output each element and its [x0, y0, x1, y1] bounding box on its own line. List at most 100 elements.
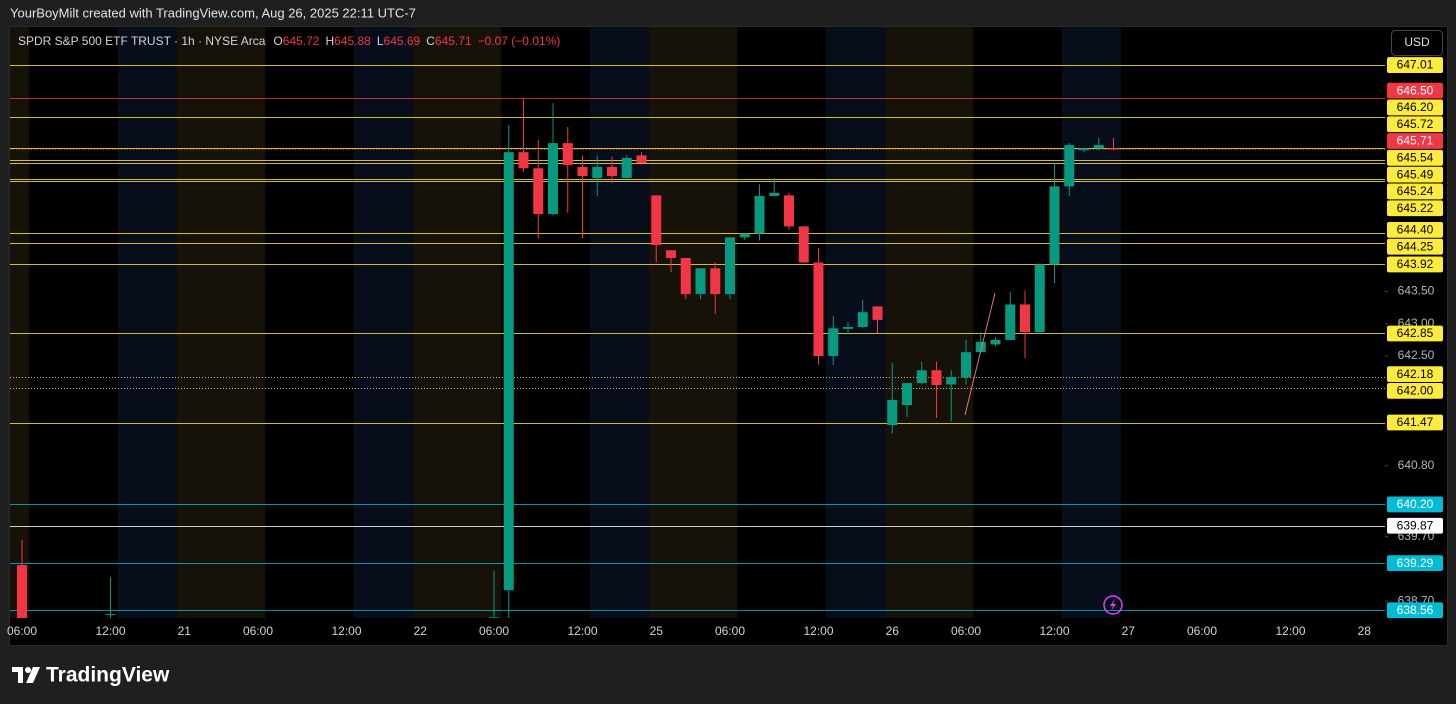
legend-close: 645.71: [435, 34, 472, 48]
candle-body: [1093, 145, 1104, 149]
x-tick-label: 06:00: [243, 624, 273, 638]
level-label-box: [1387, 383, 1443, 399]
alert-circle[interactable]: [1103, 595, 1123, 615]
candle-body: [1005, 304, 1016, 340]
x-tick-label: 06:00: [1187, 624, 1217, 638]
candle-body: [577, 167, 588, 177]
level-label-box: [1387, 99, 1443, 116]
legend-high: 645.88: [334, 34, 371, 48]
x-tick-label: 25: [650, 624, 664, 638]
candle-body: [975, 341, 986, 353]
candle-body: [666, 250, 676, 258]
x-tick-label: 26: [886, 624, 900, 638]
candle-body: [828, 328, 839, 357]
candle-body: [680, 257, 691, 295]
x-tick-label: 27: [1122, 624, 1136, 638]
afterhours-band: [825, 27, 885, 618]
candle-body: [105, 614, 116, 616]
level-label: 645.54: [1397, 150, 1434, 164]
level-lines: [10, 65, 1385, 611]
candle-body: [725, 237, 735, 295]
afterhours-band: [353, 27, 413, 618]
level-label-box: [1387, 366, 1443, 383]
y-tick-label: 640.80: [1398, 458, 1435, 472]
x-tick-label: 06:00: [479, 624, 509, 638]
level-label: 644.40: [1397, 223, 1434, 237]
level-label-box: [1387, 602, 1443, 619]
x-tick-label: 06:00: [7, 624, 37, 638]
candle-body: [843, 327, 853, 329]
alert-bolt[interactable]: [1110, 599, 1116, 611]
level-label-box: [1387, 133, 1443, 149]
candle-body: [754, 196, 765, 234]
level-label: 639.29: [1397, 556, 1434, 570]
premarket-band: [176, 27, 266, 618]
candle-body: [1079, 148, 1089, 151]
currency-button-box[interactable]: [1391, 30, 1443, 56]
legend-symbol: SPDR S&P 500 ETF TRUST · 1h · NYSE Arca: [18, 34, 266, 48]
legend-text: SPDR S&P 500 ETF TRUST · 1h · NYSE Arca O…: [18, 34, 560, 48]
afterhours-band: [589, 27, 649, 618]
level-label: 642.85: [1397, 326, 1434, 340]
candle-body: [739, 233, 750, 238]
candle-body: [931, 370, 942, 386]
candle-body: [1034, 264, 1045, 333]
x-tick-label: 12:00: [95, 624, 125, 638]
candle-body: [489, 617, 499, 618]
level-label: 641.47: [1397, 415, 1434, 429]
level-label: 640.20: [1397, 497, 1434, 511]
candle-body: [548, 143, 558, 215]
candle-body: [946, 377, 957, 385]
premarket-band: [648, 27, 738, 618]
premarket-band: [884, 27, 974, 618]
x-tick-label: 06:00: [951, 624, 981, 638]
candle-body: [990, 339, 1001, 345]
x-tick-label: 12:00: [567, 624, 597, 638]
currency-button[interactable]: USD: [1391, 30, 1443, 56]
candle-body: [784, 195, 794, 227]
level-label: 647.01: [1397, 58, 1434, 72]
logo-dot: [25, 667, 31, 673]
afterhours-band: [1061, 27, 1121, 618]
level-label: 639.87: [1397, 518, 1434, 532]
logo-mark: [12, 667, 23, 683]
candles: [17, 97, 1119, 618]
candle-body: [1108, 148, 1119, 150]
x-tick-label: 28: [1358, 624, 1372, 638]
level-label-box: [1387, 116, 1443, 133]
level-label-box: [1387, 183, 1443, 200]
legend-open: 645.72: [283, 34, 320, 48]
legend-low-label: L: [377, 34, 384, 48]
candle-body: [533, 168, 544, 215]
level-label-box: [1387, 517, 1443, 534]
level-label: 638.56: [1397, 603, 1434, 617]
candle-body: [636, 155, 647, 164]
level-label-box: [1387, 325, 1443, 342]
level-label-box: [1387, 555, 1443, 572]
x-tick-label: 22: [414, 624, 428, 638]
y-tick-label: 643.50: [1398, 284, 1435, 298]
candle-body: [872, 306, 883, 320]
level-label-box: [1387, 149, 1443, 166]
candle-body: [857, 312, 868, 328]
level-label-box: [1387, 496, 1443, 513]
candle-body: [769, 192, 780, 197]
candle-body: [695, 268, 706, 295]
footer-logo: TradingView: [12, 664, 170, 687]
level-label-box: [1387, 200, 1443, 217]
candle-body: [1049, 186, 1060, 265]
currency-label[interactable]: USD: [1404, 35, 1430, 49]
logo-slash: [26, 667, 40, 683]
time-axis: 06:00 12:00 21 06:00 12:00 22 06:00 12:00 25 06:0…: [7, 624, 1371, 638]
legend-high-label: H: [325, 34, 334, 48]
level-label-box: [1387, 57, 1443, 73]
x-tick-label: 12:00: [331, 624, 361, 638]
alert-icon[interactable]: [1103, 595, 1123, 615]
level-label-box: [1387, 166, 1443, 183]
candle-body: [902, 383, 912, 406]
trend-line: [964, 292, 996, 416]
x-tick-label: 12:00: [1039, 624, 1069, 638]
level-label: 645.24: [1397, 184, 1434, 198]
level-label-box: [1387, 222, 1443, 238]
